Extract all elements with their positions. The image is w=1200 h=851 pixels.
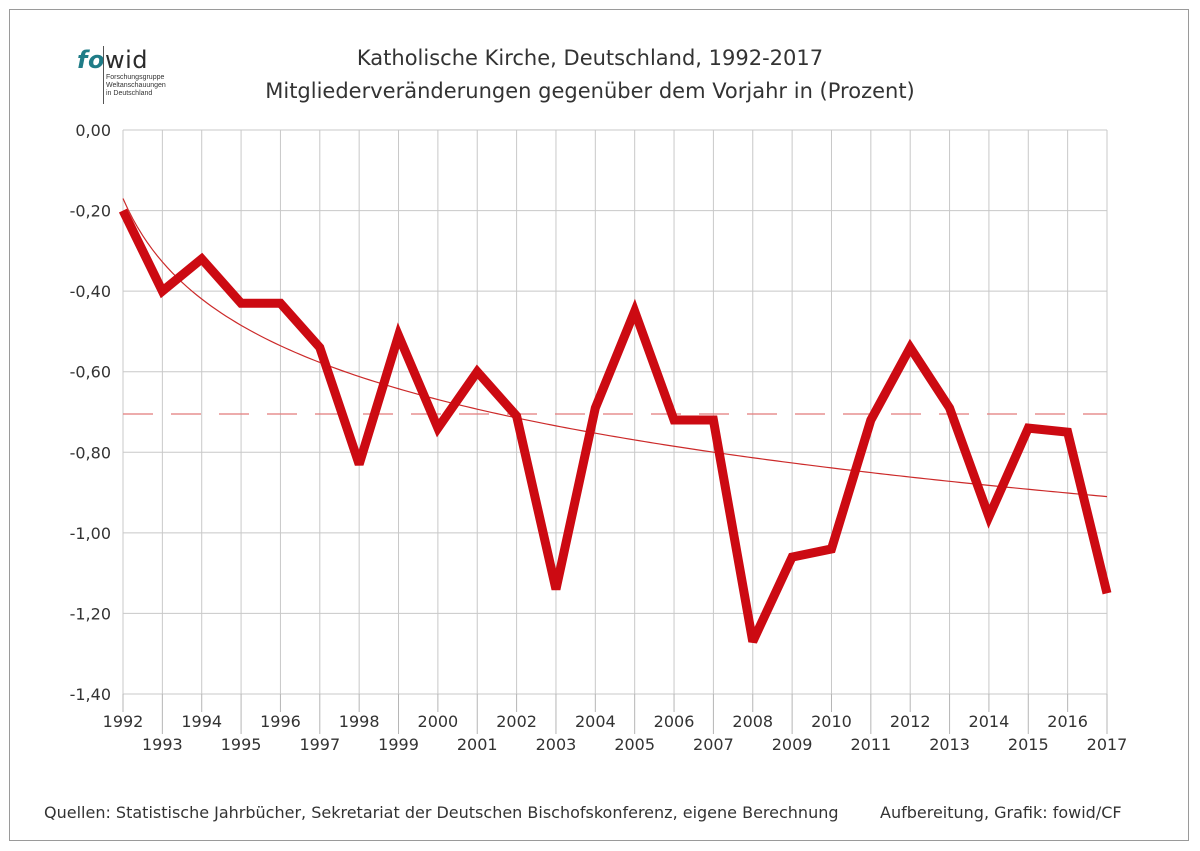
x-tick-label: 2013	[929, 735, 970, 754]
chart-frame	[9, 9, 1189, 841]
fowid-logo: fowid Forschungsgruppe Weltanschauungen …	[77, 46, 177, 106]
series-line	[118, 208, 1112, 644]
x-tick-label: 2004	[575, 712, 616, 731]
x-tick-label: 2001	[457, 735, 498, 754]
trend-line	[122, 198, 1108, 498]
chart-subtitle: Mitgliederveränderungen gegenüber dem Vo…	[265, 79, 915, 103]
x-tick-label: 1994	[181, 712, 222, 731]
y-tick-label: -1,00	[70, 524, 111, 543]
x-tick-label: 2016	[1047, 712, 1088, 731]
x-tick-label: 2015	[1008, 735, 1049, 754]
chart-title: Katholische Kirche, Deutschland, 1992-20…	[356, 46, 824, 70]
logo-wordmark: fowid	[77, 46, 148, 74]
x-tick-label: 1992	[103, 712, 144, 731]
x-tick-label: 2012	[890, 712, 931, 731]
y-tick-label: -1,20	[70, 604, 111, 623]
x-tick-label: 1995	[221, 735, 262, 754]
y-tick-label: -1,40	[70, 685, 111, 704]
x-tick-label: 1996	[260, 712, 301, 731]
y-tick-label: -0,80	[70, 443, 111, 462]
x-tick-label: 2003	[536, 735, 577, 754]
source-note: Quellen: Statistische Jahrbücher, Sekret…	[44, 803, 839, 822]
x-tick-label: 2011	[850, 735, 891, 754]
logo-separator	[103, 46, 104, 104]
credit-note: Aufbereitung, Grafik: fowid/CF	[880, 803, 1122, 822]
x-tick-label: 1997	[299, 735, 340, 754]
x-tick-label: 2014	[969, 712, 1010, 731]
y-tick-label: -0,20	[70, 202, 111, 221]
x-tick-label: 2007	[693, 735, 734, 754]
x-tick-label: 2006	[654, 712, 695, 731]
y-tick-label: 0,00	[75, 121, 111, 140]
x-tick-label: 2005	[614, 735, 655, 754]
x-tick-label: 2009	[772, 735, 813, 754]
y-tick-label: -0,40	[70, 282, 111, 301]
x-tick-label: 1999	[378, 735, 419, 754]
x-tick-label: 2010	[811, 712, 852, 731]
x-tick-label: 2017	[1087, 735, 1128, 754]
x-tick-label: 1998	[339, 712, 380, 731]
x-tick-label: 2008	[732, 712, 773, 731]
logo-subtitle: Forschungsgruppe Weltanschauungen in Deu…	[106, 74, 166, 97]
x-tick-label: 2002	[496, 712, 537, 731]
x-tick-label: 2000	[418, 712, 459, 731]
y-tick-label: -0,60	[70, 363, 111, 382]
x-tick-label: 1993	[142, 735, 183, 754]
